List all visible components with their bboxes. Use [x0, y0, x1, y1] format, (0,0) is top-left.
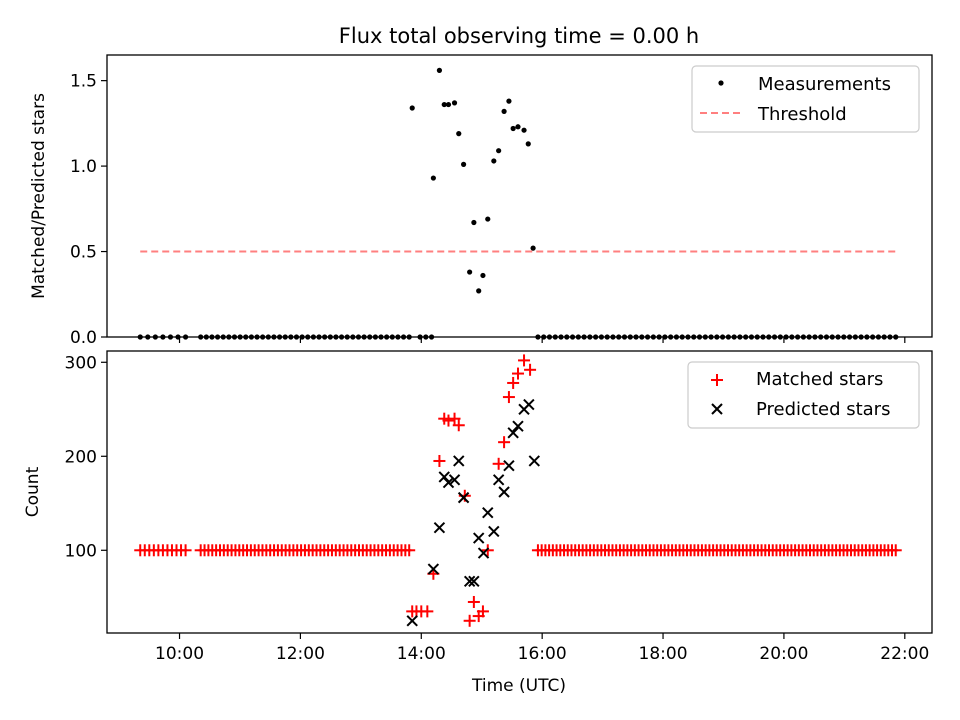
top-panel-axes: 0.0 0.5 1.0 1.5 [70, 72, 906, 348]
measurement-point [456, 131, 462, 137]
bottom-panel-frame [106, 350, 933, 634]
top-y-tick-label: 0.5 [70, 243, 97, 263]
matched-star-point [467, 595, 480, 608]
matched-star-point [524, 363, 537, 376]
top-panel-frame [106, 54, 933, 338]
matched-star-point [502, 391, 515, 404]
matched-star-point [403, 544, 416, 557]
matched-star-point [421, 605, 434, 618]
predicted-star-point [406, 615, 418, 627]
measurement-point [501, 108, 507, 114]
x-tick-label: 14:00 [397, 644, 446, 664]
predicted-star-point [433, 522, 446, 534]
top-panel: 0.0 0.5 1.0 1.5 Matched/Predicted stars Mea… [29, 54, 933, 348]
predicted-star-point [468, 575, 480, 588]
measurement-point [476, 288, 482, 294]
matched-star-point [518, 354, 531, 367]
measurement-point [409, 105, 415, 111]
top-y-tick-label: 1.0 [70, 157, 97, 177]
measurement-point [510, 125, 516, 132]
measurement-point [530, 245, 536, 251]
measurement-point [430, 175, 436, 181]
predicted-star-point [457, 491, 470, 504]
x-tick-label: 12:00 [276, 644, 325, 664]
legend-marker-matched-stars [711, 374, 723, 386]
predicted-star-point [488, 525, 500, 538]
x-tick-label: 18:00 [639, 644, 688, 664]
legend-marker-measurements [718, 80, 724, 86]
matched-star-point [452, 419, 465, 432]
matched-star-point [889, 544, 902, 557]
matched-star-point [448, 412, 461, 425]
matched-star-point [498, 436, 511, 449]
bottom-y-tick-label: 100 [65, 541, 97, 561]
top-y-tick-label: 1.5 [70, 72, 97, 92]
predicted-star-point [472, 532, 485, 544]
legend-label-threshold: Threshold [757, 104, 847, 125]
bottom-y-tick-label: 300 [65, 353, 97, 373]
predicted-star-point [503, 459, 515, 472]
measurement-point [491, 158, 497, 164]
matched-star-point [442, 414, 455, 427]
predicted-star-point [498, 486, 510, 498]
top-legend: Measurements Threshold [691, 65, 920, 133]
predicted-star-point [523, 398, 535, 411]
matched-star-point [179, 544, 192, 557]
matched-star-point [507, 376, 520, 389]
legend-label-measurements: Measurements [758, 74, 891, 95]
matched-star-point [492, 457, 505, 470]
top-legend-box [691, 65, 920, 133]
measurement-point [467, 269, 473, 275]
x-tick-label: 20:00 [759, 644, 808, 664]
measurement-point [441, 101, 447, 108]
matched-star-point [476, 605, 489, 618]
legend-label-predicted-stars: Predicted stars [756, 399, 890, 420]
top-y-tick-label: 0.0 [70, 328, 97, 348]
top-y-axis-label: Matched/Predicted stars [29, 93, 49, 299]
measurement-point [485, 216, 491, 222]
bottom-panel-data [134, 354, 902, 627]
bottom-panel-axes: 10:00 12:00 14:00 16:00 18:00 20:00 22:00 100 20… [65, 353, 930, 664]
bottom-panel: 10:00 12:00 14:00 16:00 18:00 20:00 22:00 100 20… [23, 350, 933, 696]
measurement-point [460, 161, 467, 167]
predicted-star-point [448, 474, 461, 486]
predicted-star-point [528, 455, 541, 467]
predicted-star-point [477, 547, 490, 559]
legend-marker-predicted-stars [711, 403, 723, 415]
predicted-star-point [463, 575, 476, 588]
predicted-star-point [427, 563, 440, 575]
matched-star-point [463, 614, 476, 627]
legend-label-matched-stars: Matched stars [756, 369, 883, 390]
predicted-star-point [492, 474, 505, 486]
measurement-point [471, 219, 477, 226]
measurement-point [496, 148, 502, 154]
predicted-star-point [442, 476, 455, 489]
measurement-point [480, 272, 486, 279]
measurement-point [515, 124, 521, 130]
predicted-star-point [453, 455, 465, 467]
measurement-point [525, 141, 531, 147]
bottom-y-tick-label: 200 [65, 447, 97, 467]
predicted-star-point [482, 506, 494, 519]
x-axis-label: Time (UTC) [471, 676, 566, 696]
predicted-star-point [512, 420, 524, 432]
bottom-y-axis-label: Count [23, 466, 43, 517]
x-tick-label: 22:00 [880, 644, 929, 664]
predicted-star-point [507, 427, 519, 439]
matched-star-point [433, 454, 446, 467]
measurement-point [445, 101, 452, 108]
measurement-point [436, 67, 443, 73]
measurement-point [521, 127, 527, 133]
measurement-point [506, 98, 512, 104]
bottom-legend-box [687, 361, 920, 429]
x-tick-label: 16:00 [518, 644, 567, 664]
measurement-point [451, 100, 458, 106]
chart-title: Flux total observing time = 0.00 h [339, 24, 699, 48]
matched-star-point [511, 367, 524, 380]
bottom-legend: Matched stars Predicted stars [687, 361, 920, 429]
x-tick-label: 10:00 [155, 644, 204, 664]
